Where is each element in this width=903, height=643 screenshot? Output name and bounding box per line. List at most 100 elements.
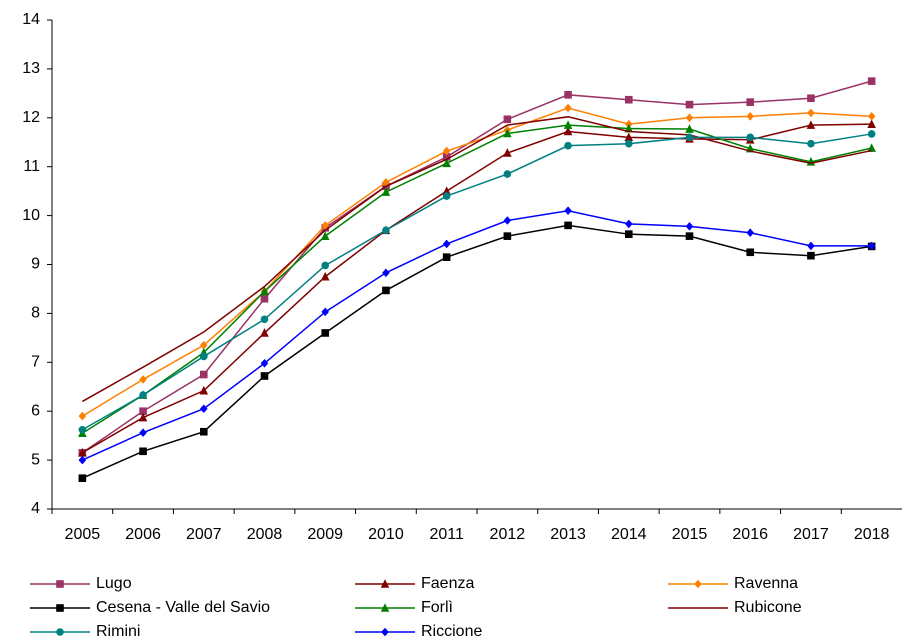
y-tick-label: 5 — [31, 451, 40, 468]
marker — [199, 404, 208, 414]
marker — [807, 94, 815, 103]
marker — [139, 407, 147, 415]
legend-label: Forlì — [421, 599, 453, 616]
series-line — [81, 133, 872, 431]
marker — [260, 358, 269, 368]
marker — [564, 206, 572, 216]
marker — [807, 251, 815, 260]
x-tick-label: 2014 — [611, 526, 647, 543]
marker — [624, 95, 633, 104]
marker — [260, 286, 269, 296]
marker — [563, 120, 573, 129]
marker — [260, 372, 269, 380]
marker — [381, 187, 391, 196]
marker — [746, 248, 755, 257]
marker — [694, 579, 702, 589]
x-tick-label: 2011 — [429, 526, 464, 543]
marker — [807, 108, 815, 118]
marker — [260, 328, 269, 337]
marker — [685, 124, 694, 133]
series-line — [81, 123, 872, 454]
marker — [382, 226, 390, 235]
marker — [78, 447, 87, 457]
marker — [867, 112, 876, 121]
series-line — [81, 107, 872, 417]
marker — [320, 231, 330, 240]
marker — [199, 340, 208, 350]
series-line — [81, 80, 872, 454]
marker — [503, 148, 512, 157]
legend-label: Cesena - Valle del Savio — [96, 599, 270, 616]
marker — [56, 628, 64, 636]
marker — [442, 239, 451, 249]
marker — [503, 216, 512, 225]
marker — [381, 627, 389, 637]
marker — [503, 115, 512, 124]
series-line — [82, 224, 872, 479]
marker — [867, 130, 876, 138]
marker — [380, 603, 390, 612]
marker — [260, 294, 269, 303]
x-tick-label: 2012 — [490, 526, 526, 543]
marker — [746, 133, 755, 142]
marker — [382, 268, 390, 278]
marker — [139, 447, 147, 456]
x-tick-label: 2009 — [307, 526, 343, 543]
marker — [867, 77, 876, 85]
marker — [564, 103, 572, 113]
marker — [442, 158, 451, 168]
marker — [564, 221, 572, 230]
marker — [685, 232, 694, 240]
marker — [564, 91, 572, 99]
marker — [624, 230, 633, 238]
marker — [746, 98, 755, 106]
marker — [321, 221, 330, 230]
marker — [624, 139, 633, 148]
marker — [442, 153, 451, 161]
x-tick-label: 2006 — [125, 526, 161, 543]
marker — [503, 232, 512, 240]
legend-label: Ravenna — [734, 575, 798, 592]
marker — [78, 425, 87, 434]
marker — [199, 385, 209, 395]
y-tick-label: 7 — [31, 354, 40, 371]
marker — [503, 128, 512, 138]
series-line — [81, 116, 872, 403]
series-line — [81, 124, 872, 434]
marker — [199, 427, 208, 436]
y-tick-label: 12 — [22, 109, 40, 126]
y-tick-label: 13 — [22, 60, 40, 77]
legend-label: Lugo — [96, 575, 132, 592]
marker — [685, 100, 694, 109]
series-line — [82, 209, 872, 461]
marker — [807, 241, 815, 251]
legend-label: Faenza — [421, 575, 474, 592]
marker — [138, 412, 148, 422]
marker — [139, 428, 147, 438]
marker — [442, 192, 451, 200]
marker — [563, 126, 573, 136]
marker — [867, 143, 876, 152]
marker — [78, 455, 87, 465]
marker — [806, 120, 816, 129]
marker — [56, 604, 64, 612]
y-tick-label: 14 — [22, 11, 40, 28]
x-tick-label: 2015 — [672, 526, 708, 543]
legend-label: Riccione — [421, 623, 482, 640]
marker — [139, 391, 147, 399]
y-tick-label: 9 — [31, 256, 40, 273]
marker — [503, 170, 512, 178]
marker — [685, 222, 694, 231]
y-tick-label: 11 — [23, 158, 40, 175]
x-tick-label: 2007 — [186, 526, 222, 543]
marker — [320, 271, 330, 281]
x-tick-label: 2016 — [732, 526, 768, 543]
marker — [260, 315, 269, 324]
y-tick-label: 10 — [22, 207, 40, 224]
x-tick-label: 2005 — [65, 526, 101, 543]
marker — [624, 132, 634, 142]
legend-label: Rimini — [96, 623, 140, 640]
x-tick-label: 2017 — [793, 526, 829, 543]
y-tick-label: 4 — [31, 500, 40, 517]
